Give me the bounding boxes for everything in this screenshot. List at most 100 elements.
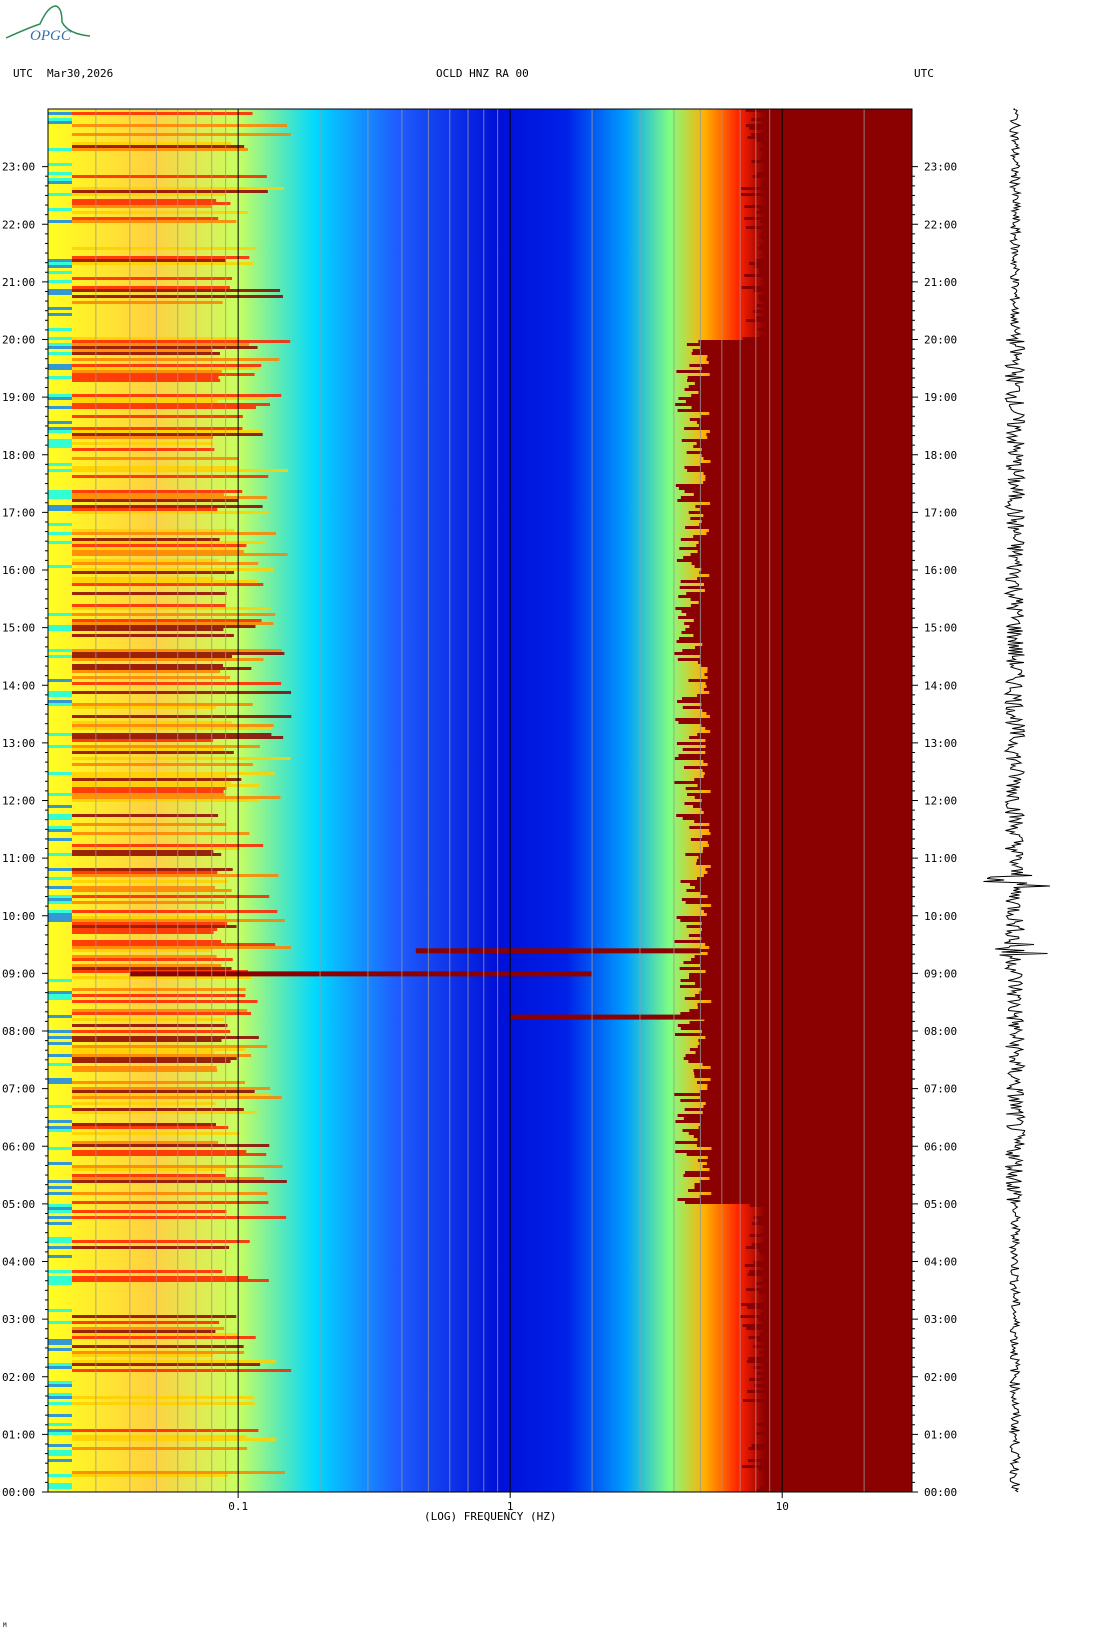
high-freq-band (695, 982, 912, 985)
noise-band (48, 490, 72, 493)
high-freq-band (760, 157, 912, 160)
high-freq-band (765, 1267, 912, 1270)
high-freq-band (681, 898, 912, 901)
noise-band (72, 667, 252, 670)
noise-band (72, 193, 226, 196)
noise-band (72, 1090, 255, 1093)
noise-band (48, 337, 72, 340)
high-freq-band (709, 574, 912, 577)
high-freq-band (707, 1156, 912, 1159)
y-tick-label-left: 13:00 (2, 737, 35, 750)
y-tick-label-right: 17:00 (924, 506, 957, 519)
high-freq-band (701, 937, 912, 940)
high-freq-band (701, 799, 912, 802)
high-freq-band (751, 1222, 912, 1225)
high-freq-band (711, 1192, 912, 1195)
high-freq-band (780, 313, 912, 316)
noise-band (72, 247, 257, 250)
high-freq-band (683, 961, 912, 964)
noise-band (72, 844, 264, 847)
high-freq-band (758, 1318, 912, 1321)
noise-band (48, 1255, 72, 1258)
high-freq-band (694, 565, 912, 568)
noise-band (48, 265, 72, 268)
noise-band (72, 1093, 271, 1096)
noise-band (72, 1150, 247, 1153)
high-freq-band (767, 307, 912, 310)
high-freq-band (744, 217, 912, 220)
high-freq-band (757, 1339, 912, 1342)
high-freq-band (697, 877, 912, 880)
noise-band (72, 490, 243, 493)
noise-band (48, 991, 72, 994)
high-freq-band (686, 343, 912, 346)
high-freq-band (753, 1261, 912, 1264)
high-freq-band (677, 1198, 912, 1201)
high-freq-band (769, 1363, 912, 1366)
high-freq-band (684, 802, 912, 805)
high-freq-band (762, 229, 912, 232)
y-tick-label-right: 00:00 (924, 1486, 957, 1499)
noise-band (48, 313, 72, 316)
noise-band (72, 625, 256, 628)
noise-band (72, 1018, 225, 1021)
noise-band (72, 448, 215, 451)
high-freq-band (694, 1186, 912, 1189)
noise-band (48, 649, 72, 652)
noise-band (72, 1210, 227, 1213)
noise-band (72, 1276, 249, 1279)
high-freq-band (681, 610, 912, 613)
high-freq-band (758, 1468, 912, 1471)
high-freq-band (703, 847, 912, 850)
noise-band (72, 493, 224, 496)
high-freq-band (766, 112, 912, 115)
high-freq-band (746, 226, 912, 229)
noise-band (72, 739, 213, 742)
high-freq-band (708, 529, 912, 532)
noise-band (48, 1180, 72, 1183)
high-freq-band (688, 511, 912, 514)
noise-band (48, 1240, 72, 1243)
high-freq-band (697, 550, 912, 553)
high-freq-band (705, 1036, 912, 1039)
high-freq-band (703, 910, 912, 913)
high-freq-band (680, 580, 912, 583)
high-freq-band (689, 1009, 912, 1012)
noise-band (72, 886, 216, 889)
high-freq-band (675, 1150, 912, 1153)
high-freq-band (776, 1348, 912, 1351)
noise-band (48, 1393, 72, 1396)
high-freq-band (709, 691, 912, 694)
high-freq-band (710, 1066, 912, 1069)
high-freq-band (675, 484, 912, 487)
high-freq-band (707, 1087, 912, 1090)
y-tick-label-right: 10:00 (924, 910, 957, 923)
high-freq-band (774, 1483, 912, 1486)
high-freq-band (706, 712, 912, 715)
high-freq-band (689, 973, 912, 976)
noise-band (72, 655, 232, 658)
high-freq-band (682, 706, 912, 709)
high-freq-band (756, 139, 912, 142)
noise-band (72, 889, 232, 892)
noise-band (48, 1207, 72, 1210)
noise-band (48, 505, 72, 508)
noise-band (72, 436, 214, 439)
noise-band (72, 787, 227, 790)
noise-band (48, 898, 72, 901)
utc-label-left: UTC (13, 67, 33, 80)
noise-band (72, 964, 222, 967)
high-freq-band (693, 619, 912, 622)
high-freq-band (701, 454, 912, 457)
noise-band (48, 868, 72, 871)
noise-band (72, 943, 276, 946)
high-freq-band (773, 1297, 912, 1300)
high-freq-band (686, 925, 912, 928)
high-freq-band (684, 997, 912, 1000)
high-freq-band (756, 304, 912, 307)
high-freq-band (759, 298, 912, 301)
noise-band (72, 682, 282, 685)
high-freq-band (699, 1042, 912, 1045)
high-freq-band (680, 496, 912, 499)
high-freq-band (697, 1081, 912, 1084)
